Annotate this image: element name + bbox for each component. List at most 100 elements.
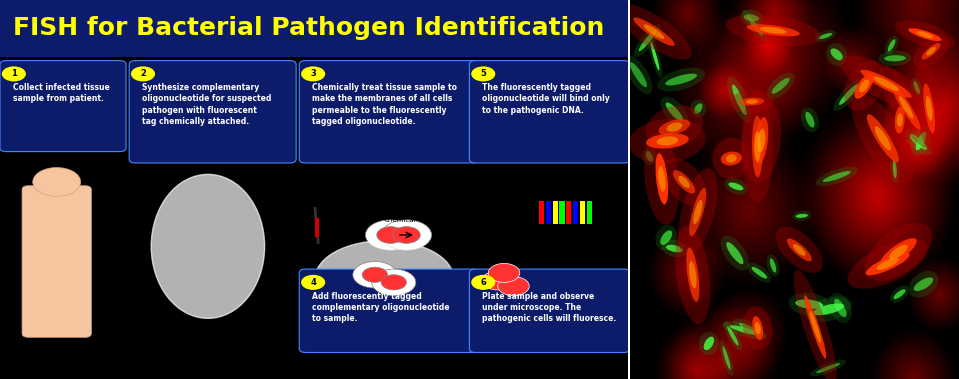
Ellipse shape	[634, 24, 661, 57]
FancyBboxPatch shape	[469, 269, 630, 352]
Ellipse shape	[874, 77, 899, 91]
Ellipse shape	[690, 99, 706, 118]
Ellipse shape	[914, 277, 933, 291]
Ellipse shape	[660, 230, 672, 245]
Circle shape	[392, 227, 420, 243]
Ellipse shape	[643, 24, 665, 39]
Ellipse shape	[659, 119, 690, 135]
Ellipse shape	[721, 152, 742, 166]
Ellipse shape	[813, 304, 844, 315]
Ellipse shape	[730, 89, 774, 113]
Ellipse shape	[678, 176, 690, 188]
Ellipse shape	[848, 239, 927, 289]
Ellipse shape	[666, 245, 683, 252]
Ellipse shape	[892, 85, 921, 130]
FancyBboxPatch shape	[469, 61, 630, 163]
Ellipse shape	[726, 154, 737, 163]
Ellipse shape	[693, 200, 702, 224]
Text: FISH for Bacterial Pathogen Identification: FISH for Bacterial Pathogen Identificati…	[12, 16, 604, 41]
Ellipse shape	[884, 55, 905, 61]
Ellipse shape	[916, 132, 926, 150]
Ellipse shape	[795, 299, 823, 309]
Ellipse shape	[675, 226, 711, 324]
Text: 3: 3	[311, 69, 316, 78]
Ellipse shape	[829, 293, 852, 323]
Ellipse shape	[738, 323, 760, 336]
Circle shape	[381, 220, 432, 250]
Ellipse shape	[914, 81, 920, 94]
Ellipse shape	[827, 43, 847, 66]
Ellipse shape	[760, 27, 786, 34]
FancyBboxPatch shape	[129, 61, 296, 163]
Circle shape	[365, 220, 416, 250]
Ellipse shape	[644, 133, 680, 225]
Ellipse shape	[743, 14, 760, 21]
Ellipse shape	[666, 102, 683, 121]
Ellipse shape	[724, 321, 742, 351]
Ellipse shape	[866, 252, 910, 275]
Ellipse shape	[878, 50, 911, 66]
Ellipse shape	[732, 85, 747, 115]
Ellipse shape	[727, 77, 752, 123]
Ellipse shape	[657, 67, 705, 91]
FancyBboxPatch shape	[22, 186, 91, 337]
Ellipse shape	[922, 43, 941, 60]
Text: Add fluorescently tagged
complementary oligonucleotide
to sample.: Add fluorescently tagged complementary o…	[312, 292, 450, 323]
FancyBboxPatch shape	[567, 201, 572, 224]
Ellipse shape	[890, 156, 900, 183]
Ellipse shape	[888, 39, 896, 52]
Circle shape	[353, 262, 397, 288]
Ellipse shape	[815, 30, 836, 42]
Ellipse shape	[727, 326, 738, 346]
Text: Synthesize complementary
oligonucleotide for suspected
pathogen with fluorescent: Synthesize complementary oligonucleotide…	[142, 83, 271, 126]
Ellipse shape	[755, 117, 768, 164]
Ellipse shape	[713, 138, 751, 179]
Ellipse shape	[867, 114, 899, 163]
Circle shape	[381, 275, 407, 290]
Ellipse shape	[792, 211, 811, 221]
Ellipse shape	[726, 242, 743, 264]
Ellipse shape	[752, 267, 767, 279]
Ellipse shape	[823, 171, 851, 182]
Ellipse shape	[770, 258, 776, 273]
FancyBboxPatch shape	[559, 201, 565, 224]
Ellipse shape	[834, 299, 847, 317]
Ellipse shape	[879, 66, 933, 149]
Ellipse shape	[877, 258, 899, 270]
Circle shape	[488, 263, 520, 282]
Ellipse shape	[819, 33, 832, 39]
Ellipse shape	[690, 188, 707, 236]
Ellipse shape	[666, 74, 697, 85]
Ellipse shape	[655, 225, 677, 250]
Text: 4: 4	[310, 278, 316, 287]
Ellipse shape	[904, 128, 932, 155]
Circle shape	[33, 168, 81, 196]
Ellipse shape	[630, 62, 647, 87]
Ellipse shape	[152, 174, 265, 318]
Ellipse shape	[758, 129, 765, 152]
Ellipse shape	[880, 238, 917, 266]
Text: Collect infected tissue
sample from patient.: Collect infected tissue sample from pati…	[12, 83, 109, 103]
Ellipse shape	[742, 10, 767, 41]
FancyBboxPatch shape	[587, 201, 593, 224]
Ellipse shape	[890, 285, 909, 303]
Ellipse shape	[786, 238, 812, 261]
Circle shape	[372, 269, 416, 296]
Ellipse shape	[776, 227, 823, 273]
Ellipse shape	[852, 94, 914, 183]
Ellipse shape	[645, 151, 653, 162]
Ellipse shape	[788, 293, 830, 316]
Ellipse shape	[624, 55, 652, 94]
Ellipse shape	[733, 318, 766, 340]
Ellipse shape	[722, 321, 766, 339]
Ellipse shape	[673, 170, 695, 194]
Text: 2: 2	[140, 69, 146, 78]
Ellipse shape	[810, 360, 846, 376]
FancyBboxPatch shape	[580, 201, 585, 224]
FancyBboxPatch shape	[546, 201, 550, 224]
Ellipse shape	[793, 244, 806, 256]
Ellipse shape	[860, 70, 912, 98]
Ellipse shape	[895, 20, 955, 49]
Ellipse shape	[658, 166, 666, 192]
FancyBboxPatch shape	[552, 201, 557, 224]
